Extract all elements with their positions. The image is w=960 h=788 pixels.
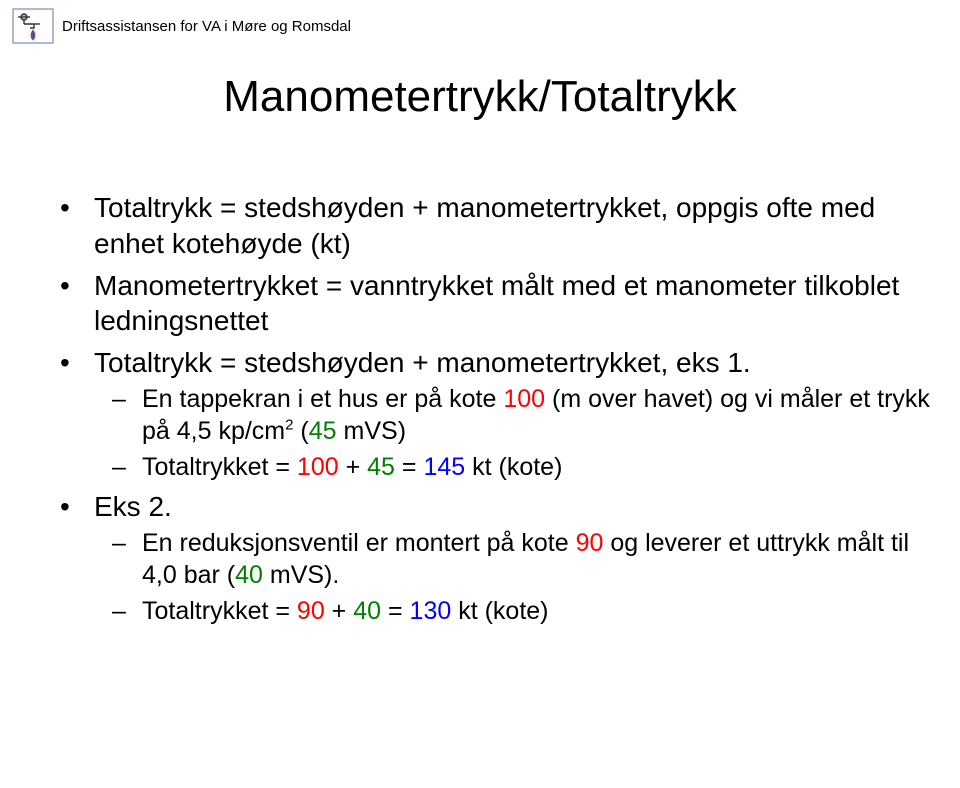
text-run: = — [395, 453, 424, 481]
slide-header: Driftsassistansen for VA i Møre og Romsd… — [12, 8, 351, 44]
list-item: Totaltrykk = stedshøyden + manometertryk… — [60, 345, 940, 483]
red-text: 90 — [576, 529, 604, 557]
sub-list-item: Totaltrykket = 90 + 40 = 130 kt (kote) — [112, 595, 940, 627]
text-run: mVS) — [337, 417, 406, 445]
text-run: kt (kote) — [451, 597, 548, 625]
green-text: 40 — [235, 561, 263, 589]
sub-list-item: En tappekran i et hus er på kote 100 (m … — [112, 383, 940, 447]
text-run: kt (kote) — [465, 453, 562, 481]
slide: Driftsassistansen for VA i Møre og Romsd… — [0, 0, 960, 788]
sub-list-item: Totaltrykket = 100 + 45 = 145 kt (kote) — [112, 451, 940, 483]
list-item: Eks 2. En reduksjonsventil er montert på … — [60, 489, 940, 627]
sub-list: En reduksjonsventil er montert på kote 9… — [112, 527, 940, 627]
logo-icon — [12, 8, 54, 44]
slide-title: Manometertrykk/Totaltrykk — [0, 72, 960, 122]
list-item: Manometertrykket = vanntrykket målt med … — [60, 268, 940, 340]
text-run: Totaltrykket = — [142, 453, 297, 481]
text-run: En reduksjonsventil er montert på kote — [142, 529, 576, 557]
red-text: 100 — [503, 385, 545, 413]
text-run: Totaltrykk = stedshøyden + manometertryk… — [94, 347, 751, 378]
red-text: 100 — [297, 453, 339, 481]
red-text: 90 — [297, 597, 325, 625]
green-text: 40 — [353, 597, 381, 625]
green-text: 45 — [367, 453, 395, 481]
slide-content: Totaltrykk = stedshøyden + manometertryk… — [60, 190, 940, 633]
text-run: Eks 2. — [94, 491, 172, 522]
text-run: mVS). — [263, 561, 339, 589]
text-run: ( — [293, 417, 308, 445]
sub-list-item: En reduksjonsventil er montert på kote 9… — [112, 527, 940, 591]
green-text: 45 — [309, 417, 337, 445]
list-item: Totaltrykk = stedshøyden + manometertryk… — [60, 190, 940, 262]
sub-list: En tappekran i et hus er på kote 100 (m … — [112, 383, 940, 483]
text-run: Manometertrykket = vanntrykket målt med … — [94, 270, 899, 337]
blue-text: 145 — [423, 453, 465, 481]
bullet-list: Totaltrykk = stedshøyden + manometertryk… — [60, 190, 940, 627]
text-run: = — [381, 597, 410, 625]
header-text: Driftsassistansen for VA i Møre og Romsd… — [62, 18, 351, 35]
text-run: + — [339, 453, 368, 481]
text-run: + — [325, 597, 354, 625]
blue-text: 130 — [410, 597, 452, 625]
text-run: Totaltrykk = stedshøyden + manometertryk… — [94, 192, 875, 259]
text-run: Totaltrykket = — [142, 597, 297, 625]
text-run: En tappekran i et hus er på kote — [142, 385, 503, 413]
